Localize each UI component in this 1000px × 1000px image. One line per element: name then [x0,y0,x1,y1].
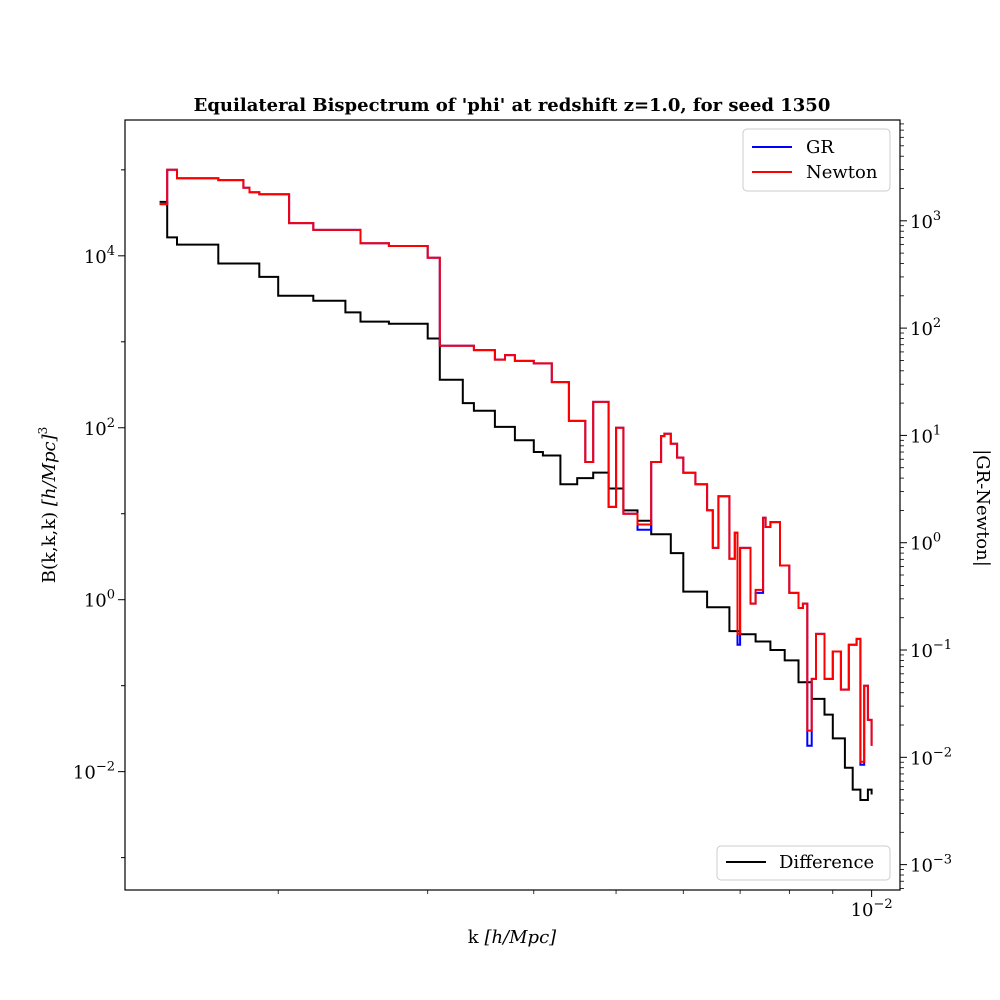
y-right-tick-label: 10−2 [910,745,952,769]
legend-box-bottom [716,845,891,881]
series-layer [159,168,873,801]
y-right-tick-label: 101 [910,423,941,447]
y-left-tick-label: 104 [84,244,115,268]
chart-title: Equilateral Bispectrum of 'phi' at redsh… [194,95,831,116]
legend-left-axis: GR Newton [742,128,891,192]
x-tick-label: 10−2 [851,897,893,921]
y-left-tick-label: 102 [84,416,115,440]
y-axis-label-left: B(k,k,k) [h/Mpc]3 [36,427,60,584]
y-right-tick-label: 100 [910,531,941,555]
axis-ticks: 10−2 100 102 104 10−3 10−2 10−1 100 101 102 103 10−… [73,123,952,921]
y-right-tick-label: 102 [910,316,941,340]
y-right-tick-label: 10−1 [910,638,952,662]
legend-label-gr: GR [806,137,834,158]
y-axis-label-right: |GR-Newton| [972,449,993,567]
series-line-newton [159,168,873,763]
legend-label-difference: Difference [779,852,874,873]
y-left-tick-label: 100 [84,588,115,612]
legend-box-top [742,128,891,192]
legend-right-axis: Difference [716,845,891,881]
y-left-tick-label: 10−2 [73,760,115,784]
legend-label-newton: Newton [806,162,878,183]
plot-area [159,168,873,801]
plot-frame [124,119,901,891]
y-right-tick-label: 103 [910,209,941,233]
y-right-tick-label: 10−3 [910,853,952,877]
x-axis-label: k [h/Mpc] [468,927,557,948]
